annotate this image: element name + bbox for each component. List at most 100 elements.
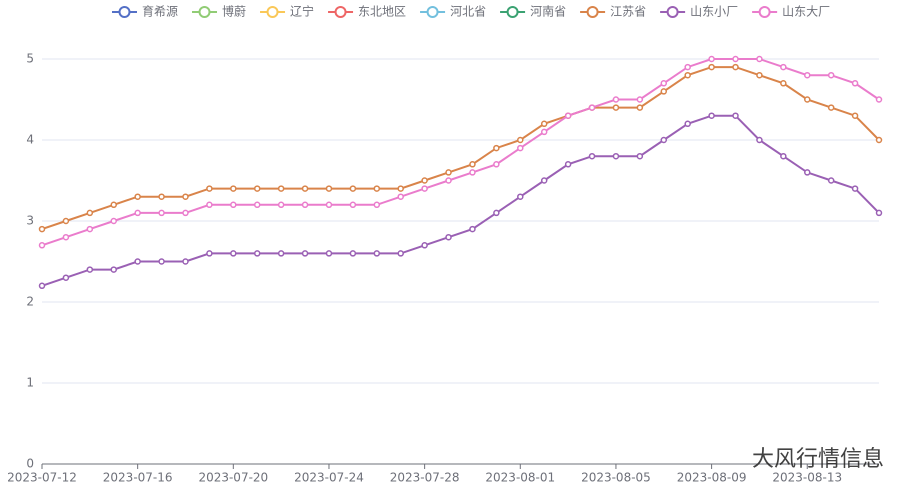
y-tick-label: 2 (26, 295, 34, 309)
legend-item: 育希源 (112, 4, 178, 19)
data-point (421, 177, 428, 184)
data-point (349, 250, 357, 257)
legend-label: 山东小厂 (690, 5, 738, 19)
data-point (780, 152, 787, 160)
data-point (564, 112, 572, 119)
legend-icon (118, 6, 131, 18)
data-point (134, 258, 141, 265)
data-point (612, 104, 620, 111)
data-point (469, 161, 476, 168)
data-point (373, 201, 381, 209)
data-point (493, 161, 500, 168)
data-point (62, 233, 70, 241)
data-point (588, 104, 596, 111)
data-point (206, 185, 213, 192)
data-point (62, 274, 70, 281)
data-point (253, 185, 261, 192)
data-point (206, 250, 213, 257)
series-line (41, 58, 880, 247)
data-point (517, 136, 524, 144)
data-point (230, 201, 237, 209)
data-point (827, 71, 835, 79)
data-point (325, 185, 333, 192)
data-point (684, 120, 691, 128)
data-point (110, 266, 117, 273)
data-point (206, 201, 213, 209)
data-point (38, 242, 46, 249)
data-point (875, 209, 883, 217)
data-point (397, 193, 404, 200)
data-point (397, 185, 404, 192)
data-point (158, 193, 165, 200)
data-point (708, 63, 715, 71)
data-point (636, 104, 644, 111)
legend-icon (586, 6, 599, 18)
data-point (493, 209, 500, 217)
x-tick-label: 2023-07-20 (198, 471, 268, 485)
x-tick-label: 2023-07-16 (103, 471, 173, 485)
data-point (421, 242, 428, 249)
x-tick-label: 2023-08-01 (485, 471, 555, 485)
data-point (756, 136, 763, 144)
legend-item: 江苏省 (580, 5, 646, 19)
x-tick-label: 2023-07-24 (294, 471, 364, 485)
data-point (517, 193, 524, 200)
data-point (564, 161, 572, 168)
data-point (804, 71, 811, 79)
data-point (851, 185, 859, 192)
watermark: 大风行情信息 (752, 447, 884, 472)
data-point (230, 185, 237, 192)
data-point (86, 209, 94, 217)
data-point (540, 128, 548, 136)
x-tick-label: 2023-08-09 (677, 471, 747, 485)
data-point (277, 201, 285, 209)
data-point (373, 185, 381, 192)
legend-icon (334, 6, 347, 18)
data-point (301, 185, 309, 192)
data-point (325, 201, 333, 209)
data-point (445, 177, 452, 184)
series-line (41, 66, 880, 231)
x-tick-label: 2023-07-12 (7, 471, 77, 485)
data-point (134, 209, 141, 217)
data-point (158, 258, 165, 265)
legend-label: 山东大厂 (782, 5, 830, 19)
data-point (612, 96, 620, 103)
data-point (804, 96, 811, 103)
data-point (708, 55, 715, 63)
legend-item: 河南省 (500, 4, 566, 19)
data-point (684, 63, 691, 71)
data-point (110, 217, 117, 225)
legend-label: 河南省 (530, 4, 566, 19)
data-point (875, 96, 883, 103)
data-point (86, 266, 94, 273)
legend-item: 辽宁 (260, 4, 314, 19)
data-point (110, 201, 117, 209)
data-point (493, 144, 500, 152)
data-point (277, 250, 285, 257)
data-point (517, 144, 524, 152)
legend-icon (266, 6, 279, 18)
data-point (732, 55, 739, 63)
data-point (445, 169, 452, 176)
data-point (445, 233, 452, 241)
y-tick-label: 3 (26, 214, 34, 228)
series-line (41, 114, 880, 287)
legend-icon (506, 6, 519, 18)
data-point (301, 201, 309, 209)
legend-item: 山东小厂 (660, 5, 738, 19)
legend-label: 东北地区 (358, 5, 406, 19)
data-point (732, 63, 739, 71)
legend-icon (426, 6, 439, 18)
legend-label: 辽宁 (290, 4, 314, 19)
data-point (397, 250, 404, 257)
data-point (158, 209, 165, 217)
data-point (636, 96, 644, 103)
data-point (349, 185, 357, 192)
legend-item: 东北地区 (328, 5, 406, 19)
data-point (660, 80, 668, 87)
data-point (756, 55, 763, 63)
legend-icon (198, 6, 211, 18)
data-point (636, 152, 644, 160)
legend-label: 博蔚 (222, 4, 246, 19)
